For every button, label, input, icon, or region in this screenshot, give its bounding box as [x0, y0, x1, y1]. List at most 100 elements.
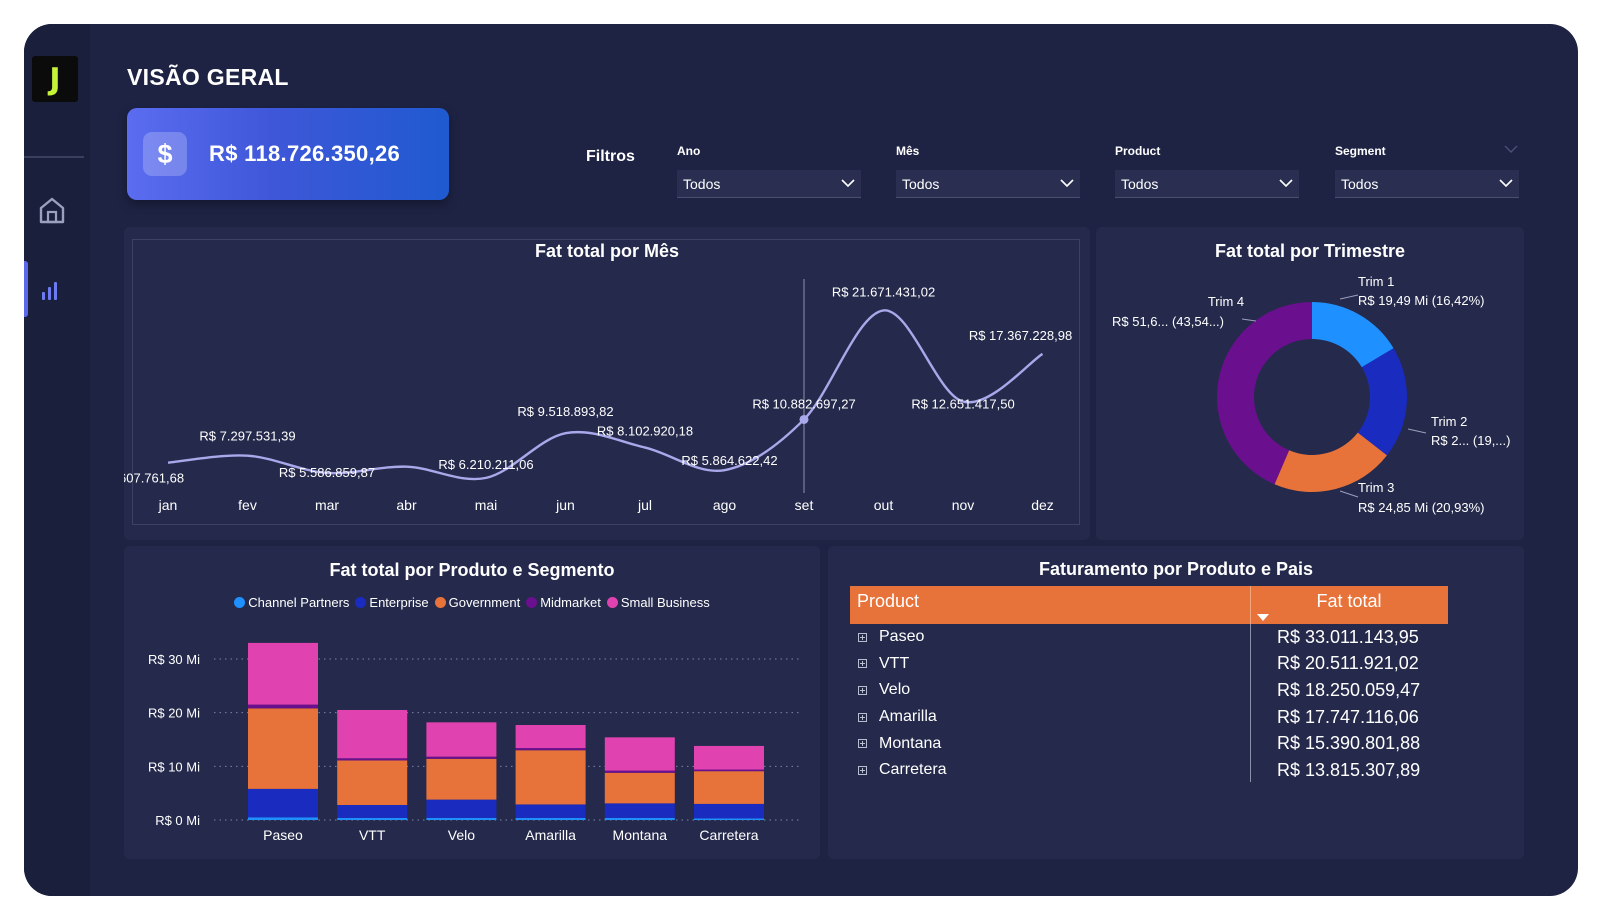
app-logo[interactable]: J	[32, 56, 78, 102]
leader-line	[1339, 294, 1359, 300]
fat-total-cell: R$ 13.815.307,89	[1277, 759, 1421, 780]
data-label: R$ 12.651.417,50	[911, 397, 1014, 412]
bar-segment	[426, 758, 497, 800]
column-header-product[interactable]: Product	[857, 591, 920, 611]
legend-label: Midmarket	[540, 595, 601, 610]
table-row[interactable]: Amarilla R$ 17.747.116,06	[850, 704, 1448, 731]
bar-segment	[248, 642, 318, 705]
sidebar: J	[24, 24, 90, 896]
data-label: R$ 6.607.761,68	[124, 471, 184, 486]
dashboard-frame: J VISÃO GERAL $ R$ 118.726.350,26 Filtro…	[24, 24, 1578, 896]
monthly-revenue-title: Fat total por Mês	[534, 241, 679, 261]
product-cell: Montana	[850, 735, 1250, 753]
product-name: VTT	[879, 654, 910, 672]
bar-segment	[337, 709, 408, 759]
bar-segment	[604, 737, 675, 771]
table-row[interactable]: Paseo R$ 33.011.143,95	[850, 624, 1448, 651]
column-header-fat-total[interactable]: Fat total	[1316, 591, 1382, 611]
expand-plus-icon[interactable]	[858, 739, 867, 749]
slice-value-label: R$ 19,49 Mi (16,42%)	[1358, 293, 1484, 308]
bar-segment	[515, 804, 586, 818]
x-tick-label: ago	[713, 497, 737, 513]
home-icon[interactable]	[36, 194, 68, 226]
x-tick-label: Carretera	[699, 827, 758, 843]
slice-value-label: R$ 51,6... (43,54...)	[1112, 314, 1224, 329]
slice-name-label: Trim 2	[1431, 414, 1467, 429]
filter-product: Product Todos	[1115, 144, 1299, 198]
bar-segment	[515, 748, 586, 751]
leader-line	[1339, 490, 1359, 498]
data-label: R$ 5.586.859,87	[279, 465, 375, 480]
expand-plus-icon[interactable]	[858, 632, 867, 642]
x-tick-label: abr	[396, 497, 417, 513]
expand-plus-icon[interactable]	[858, 765, 867, 775]
x-tick-label: fev	[238, 497, 257, 513]
fat-total-cell: R$ 33.011.143,95	[1277, 626, 1419, 647]
quarterly-revenue-title: Fat total por Trimestre	[1214, 241, 1406, 261]
y-tick-label: R$ 10 Mi	[148, 759, 200, 774]
filter-product-dropdown[interactable]: Todos	[1115, 170, 1299, 198]
product-cell: Paseo	[850, 628, 1250, 646]
product-name: Montana	[879, 734, 942, 752]
bar-segment	[426, 799, 497, 818]
filter-segment: Segment Todos	[1335, 144, 1519, 198]
dollar-icon: $	[143, 132, 187, 176]
data-label: R$ 5.864.622,42	[681, 453, 777, 468]
y-tick-label: R$ 30 Mi	[148, 652, 200, 667]
filter-mes-dropdown[interactable]: Todos	[896, 170, 1080, 198]
bar-segment	[694, 771, 764, 804]
chevron-down-icon	[841, 179, 855, 188]
fat-total-cell: R$ 17.747.116,06	[1277, 706, 1419, 727]
bar-chart-icon[interactable]	[36, 274, 68, 306]
legend-dot	[234, 597, 246, 608]
table-row[interactable]: Carretera R$ 13.815.307,89	[850, 757, 1448, 784]
x-tick-label: Amarilla	[525, 827, 576, 843]
filter-product-label: Product	[1115, 144, 1161, 158]
legend-item-channel-partners[interactable]: Channel Partners	[234, 595, 349, 610]
donut-slice	[1312, 302, 1394, 368]
x-tick-label: jul	[637, 497, 652, 513]
data-label: R$ 10.882.697,27	[752, 396, 855, 411]
bar-segment	[337, 758, 408, 761]
y-tick-label: R$ 20 Mi	[148, 706, 200, 721]
bar-segment	[337, 804, 408, 818]
monthly-revenue-chart-frame	[132, 239, 1080, 525]
slice-value-label: R$ 24,85 Mi (20,93%)	[1358, 500, 1484, 515]
sidebar-divider	[24, 156, 84, 158]
filter-ano: Ano Todos	[677, 144, 861, 198]
expand-plus-icon[interactable]	[858, 685, 867, 695]
x-tick-label: VTT	[359, 827, 386, 843]
data-label: R$ 6.210.211,06	[438, 457, 533, 472]
bar-segment	[426, 756, 497, 759]
table-row[interactable]: Montana R$ 15.390.801,88	[850, 730, 1448, 757]
leader-line	[1241, 318, 1257, 322]
segment-legend: Channel Partners Enterprise Government M…	[124, 595, 820, 610]
bar-segment	[515, 817, 586, 820]
slice-value-label: R$ 2... (19,...)	[1431, 433, 1510, 448]
total-revenue-card: $ R$ 118.726.350,26	[127, 108, 449, 200]
legend-item-enterprise[interactable]: Enterprise	[355, 595, 429, 610]
legend-item-midmarket[interactable]: Midmarket	[526, 595, 601, 610]
table-header: Product Fat total	[850, 586, 1448, 624]
expand-plus-icon[interactable]	[858, 659, 867, 669]
legend-label: Small Business	[620, 595, 710, 610]
filter-segment-dropdown[interactable]: Todos	[1335, 170, 1519, 198]
bar-segment	[426, 817, 497, 820]
product-cell: VTT	[850, 655, 1250, 673]
chevron-down-icon	[1279, 179, 1293, 188]
legend-item-small-business[interactable]: Small Business	[606, 595, 710, 610]
more-options-chevron-icon[interactable]	[1504, 144, 1518, 154]
table-row[interactable]: VTT R$ 20.511.921,02	[850, 651, 1448, 678]
legend-item-government[interactable]: Government	[434, 595, 520, 610]
x-tick-label: jun	[555, 497, 575, 513]
product-segment-bar-chart: R$ 0 Mi R$ 10 Mi R$ 20 Mi R$ 30 Mi Paseo VTT V…	[148, 642, 800, 843]
bar-segment	[604, 817, 675, 820]
bar-segment	[248, 704, 318, 709]
table-row[interactable]: Velo R$ 18.250.059,47	[850, 677, 1448, 704]
legend-label: Enterprise	[369, 595, 429, 610]
filter-ano-dropdown[interactable]: Todos	[677, 170, 861, 198]
expand-plus-icon[interactable]	[858, 712, 867, 722]
sort-descending-icon[interactable]	[1257, 614, 1269, 621]
x-tick-label: nov	[952, 497, 975, 513]
bar-segment	[515, 725, 586, 749]
